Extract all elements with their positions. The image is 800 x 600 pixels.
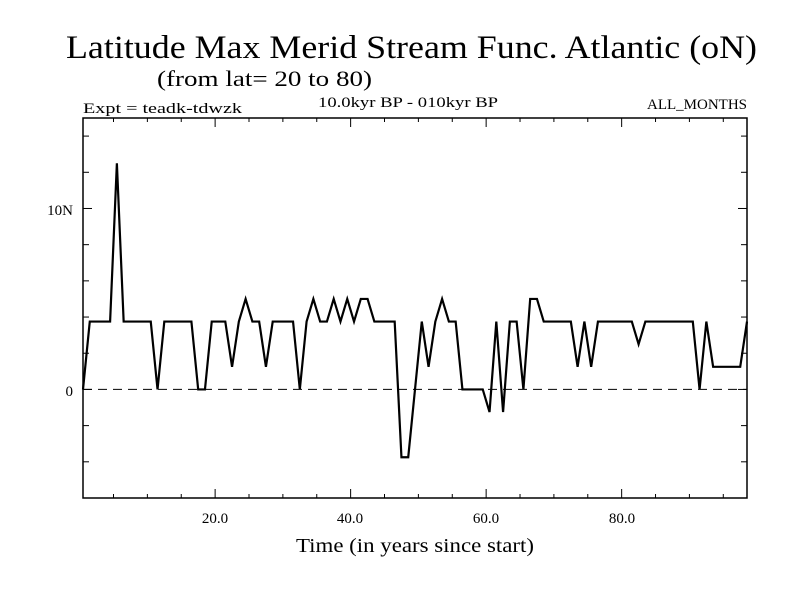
- series-line: [81, 163, 749, 459]
- x-tick-label-80: 80.0: [609, 511, 635, 527]
- data-points: [82, 163, 748, 458]
- period-label: 10.0kyr BP - 010kyr BP: [318, 95, 498, 111]
- chart-subtitle: (from lat= 20 to 80): [157, 66, 372, 91]
- x-axis-label: Time (in years since start): [296, 535, 534, 557]
- y-tick-label-0: 0: [66, 384, 74, 400]
- axis-ticks: [83, 118, 747, 499]
- chart-title: Latitude Max Merid Stream Func. Atlantic…: [66, 30, 757, 66]
- x-tick-label-40: 40.0: [337, 511, 363, 527]
- x-tick-label-60: 60.0: [473, 511, 499, 527]
- months-label: ALL_MONTHS: [647, 97, 747, 113]
- x-tick-label-20: 20.0: [202, 511, 228, 527]
- experiment-label: Expt = teadk-tdwzk: [83, 101, 243, 117]
- plot-frame: [82, 117, 748, 499]
- y-tick-label-10n: 10N: [47, 203, 73, 219]
